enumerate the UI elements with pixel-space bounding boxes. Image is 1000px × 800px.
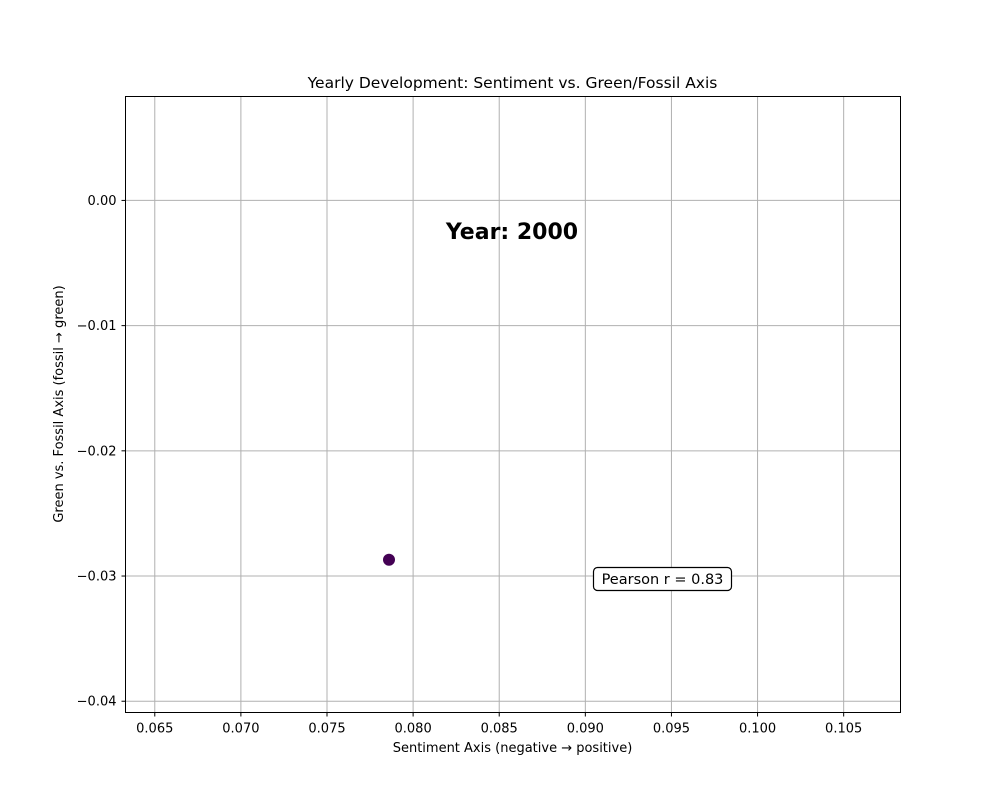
y-tick-label: −0.04	[77, 695, 117, 710]
x-tick-label: 0.070	[222, 722, 259, 737]
year-label: Year: 2000	[445, 220, 578, 245]
axis-ticks: 0.065 0.070 0.075 0.080 0.085 0.090 0.095 0.100…	[77, 194, 863, 737]
pearson-label: Pearson r = 0.83	[602, 572, 724, 588]
x-axis-label: Sentiment Axis (negative → positive)	[393, 741, 633, 756]
x-tick-label: 0.080	[395, 722, 432, 737]
grid	[125, 96, 901, 713]
data-point	[383, 553, 395, 566]
pearson-box	[592, 566, 733, 592]
x-tick-label: 0.085	[481, 722, 518, 737]
x-tick-label: 0.105	[825, 722, 862, 737]
y-axis-label: Green vs. Fossil Axis (fossil → green)	[52, 285, 67, 522]
y-tick-label: −0.03	[77, 570, 117, 585]
y-tick-label: −0.01	[77, 319, 117, 334]
x-tick-label: 0.075	[308, 722, 345, 737]
y-tick-label: 0.00	[88, 194, 117, 209]
data-points	[383, 553, 395, 566]
x-tick-label: 0.090	[567, 722, 604, 737]
x-tick-label: 0.095	[653, 722, 690, 737]
y-tick-label: −0.02	[77, 444, 117, 459]
pearson-annotation: Pearson r = 0.83	[592, 566, 733, 592]
x-tick-label: 0.065	[136, 722, 173, 737]
plot-frame	[125, 96, 901, 713]
x-tick-label: 0.100	[739, 722, 776, 737]
chart-title: Yearly Development: Sentiment vs. Green/…	[307, 74, 718, 92]
